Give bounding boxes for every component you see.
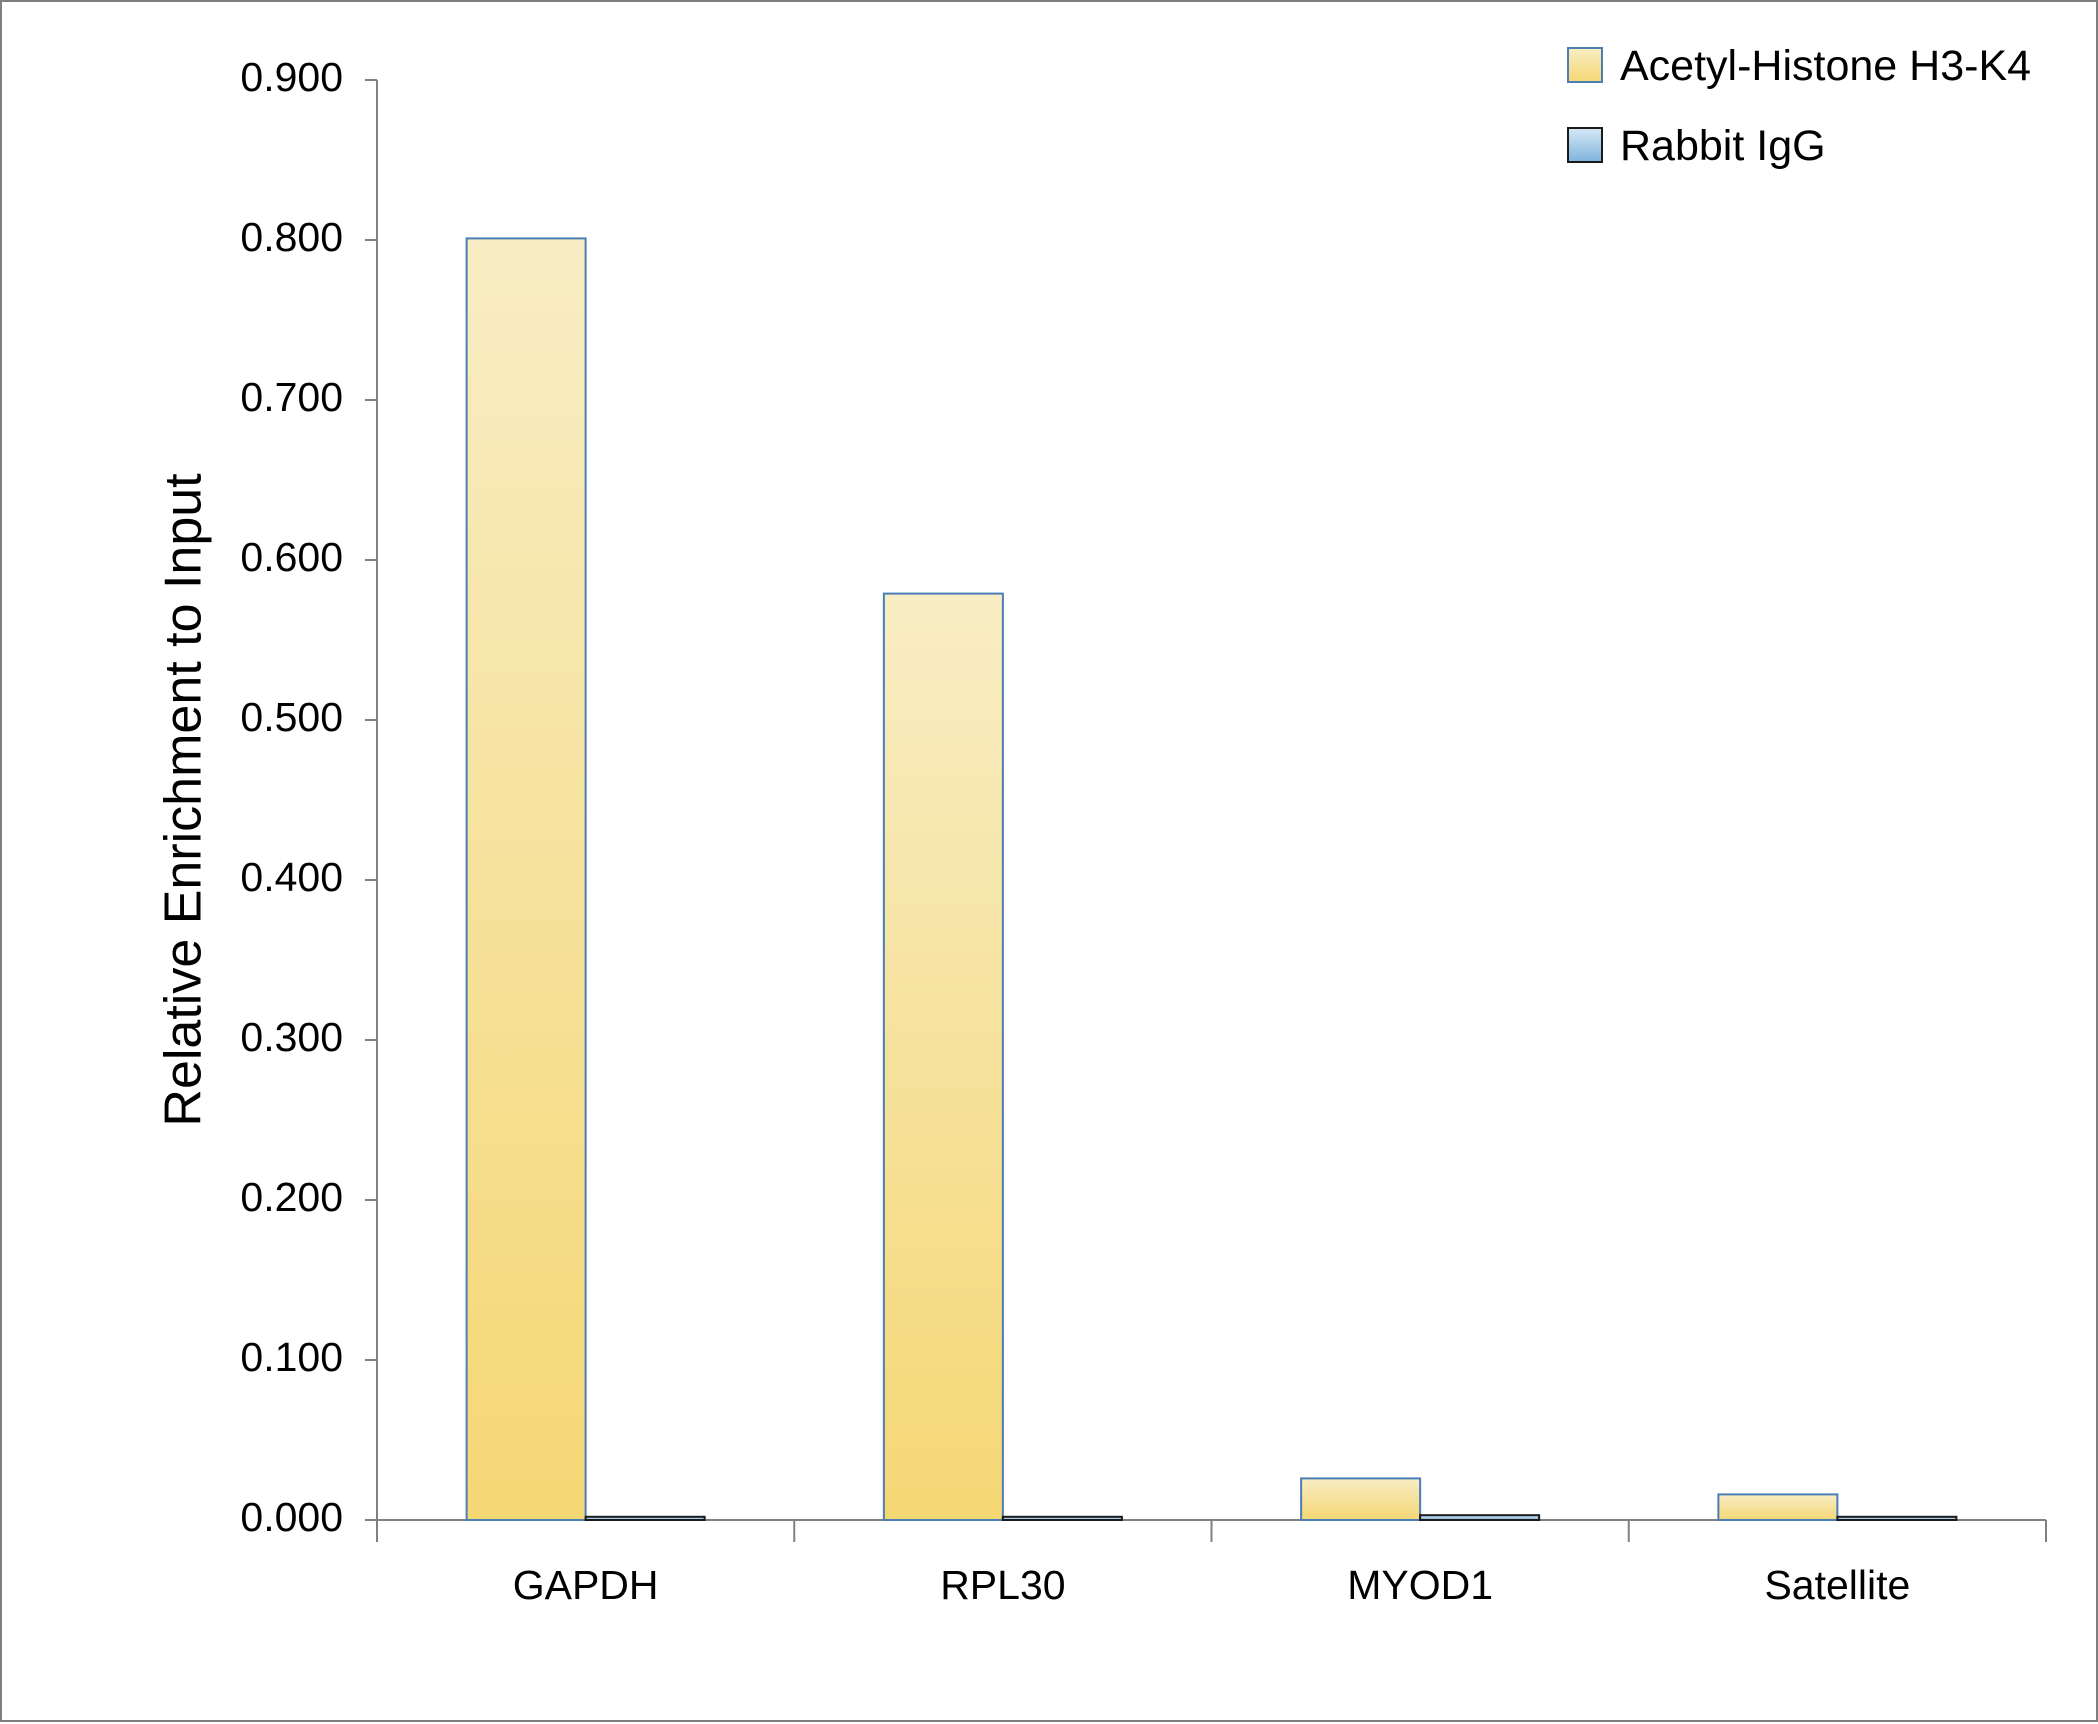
- x-axis-ticks: [376, 1520, 2047, 1542]
- legend-label-acetyl-histone: Acetyl-Histone H3-K4: [1620, 42, 2031, 90]
- x-category-label: MYOD1: [1347, 1562, 1493, 1608]
- x-category-label: RPL30: [940, 1562, 1065, 1608]
- legend-swatch-acetyl-histone: [1567, 47, 1603, 83]
- y-tick-label: 0.600: [240, 534, 343, 580]
- x-axis-labels: GAPDH RPL30 MYOD1 Satellite: [513, 1562, 1911, 1608]
- x-category-label: GAPDH: [513, 1562, 659, 1608]
- bar-rabbit-igg-gapdh: [584, 1515, 706, 1522]
- y-axis-ticks: 0.000 0.100 0.200 0.300 0.400 0.500 0.600 0.700…: [240, 54, 377, 1540]
- y-tick-label: 0.900: [240, 54, 343, 100]
- y-tick-label: 0.200: [240, 1174, 343, 1220]
- legend-swatch-rabbit-igg: [1567, 127, 1603, 163]
- bar-rabbit-igg-rpl30: [1001, 1515, 1123, 1522]
- legend-label-rabbit-igg: Rabbit IgG: [1620, 122, 1826, 170]
- y-tick-label: 0.100: [240, 1334, 343, 1380]
- y-tick-label: 0.700: [240, 374, 343, 420]
- bar-rabbit-igg-satellite: [1836, 1515, 1958, 1522]
- y-tick-label: 0.500: [240, 694, 343, 740]
- bar-acetyl-histone-satellite: [1717, 1493, 1839, 1522]
- y-axis-title: Relative Enrichment to Input: [155, 473, 213, 1127]
- bars-group: [465, 237, 1958, 1522]
- y-tick-label: 0.800: [240, 214, 343, 260]
- bar-rabbit-igg-myod1: [1419, 1514, 1541, 1521]
- legend: Acetyl-Histone H3-K4 Rabbit IgG: [1567, 42, 2031, 170]
- y-tick-label: 0.300: [240, 1014, 343, 1060]
- y-tick-label: 0.400: [240, 854, 343, 900]
- bar-acetyl-histone-rpl30: [882, 592, 1004, 1521]
- bar-acetyl-histone-myod1: [1300, 1477, 1422, 1522]
- bar-acetyl-histone-gapdh: [465, 237, 587, 1521]
- x-category-label: Satellite: [1764, 1562, 1910, 1608]
- y-tick-label: 0.000: [240, 1494, 343, 1540]
